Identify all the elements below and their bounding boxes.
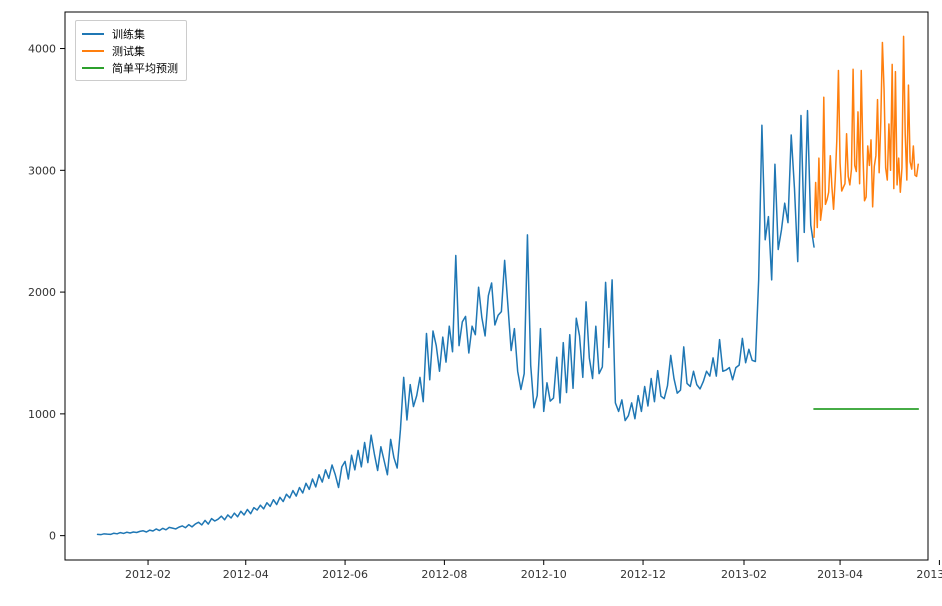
x-tick-label: 2012-12 bbox=[620, 568, 666, 581]
x-tick-label: 2012-10 bbox=[521, 568, 567, 581]
x-tick-label: 2012-02 bbox=[125, 568, 171, 581]
series-line bbox=[814, 36, 918, 237]
legend-swatch bbox=[82, 33, 104, 35]
y-tick-label: 3000 bbox=[28, 164, 56, 177]
x-tick-label: 2013-06 bbox=[916, 568, 942, 581]
legend-label: 测试集 bbox=[112, 43, 145, 59]
line-chart: 0 1000 2000 3000 4000 2012-02 2012-04 2012-06 20… bbox=[0, 0, 942, 606]
chart-container: 0 1000 2000 3000 4000 2012-02 2012-04 2012-06 20… bbox=[0, 0, 942, 606]
x-tick-label: 2012-06 bbox=[322, 568, 368, 581]
legend: 训练集 测试集 简单平均预测 bbox=[75, 20, 187, 81]
legend-label: 训练集 bbox=[112, 26, 145, 42]
x-tick-label: 2012-08 bbox=[421, 568, 467, 581]
x-tick-label: 2013-02 bbox=[721, 568, 767, 581]
y-tick-label: 1000 bbox=[28, 408, 56, 421]
legend-item: 简单平均预测 bbox=[82, 59, 178, 76]
series-line bbox=[98, 111, 814, 535]
legend-swatch bbox=[82, 67, 104, 69]
legend-item: 测试集 bbox=[82, 42, 178, 59]
x-tick-label: 2013-04 bbox=[817, 568, 863, 581]
legend-label: 简单平均预测 bbox=[112, 60, 178, 76]
legend-swatch bbox=[82, 50, 104, 52]
legend-item: 训练集 bbox=[82, 25, 178, 42]
y-tick-label: 4000 bbox=[28, 43, 56, 56]
y-tick-label: 2000 bbox=[28, 286, 56, 299]
plot-border bbox=[65, 12, 928, 560]
x-tick-label: 2012-04 bbox=[223, 568, 269, 581]
y-tick-label: 0 bbox=[49, 530, 56, 543]
